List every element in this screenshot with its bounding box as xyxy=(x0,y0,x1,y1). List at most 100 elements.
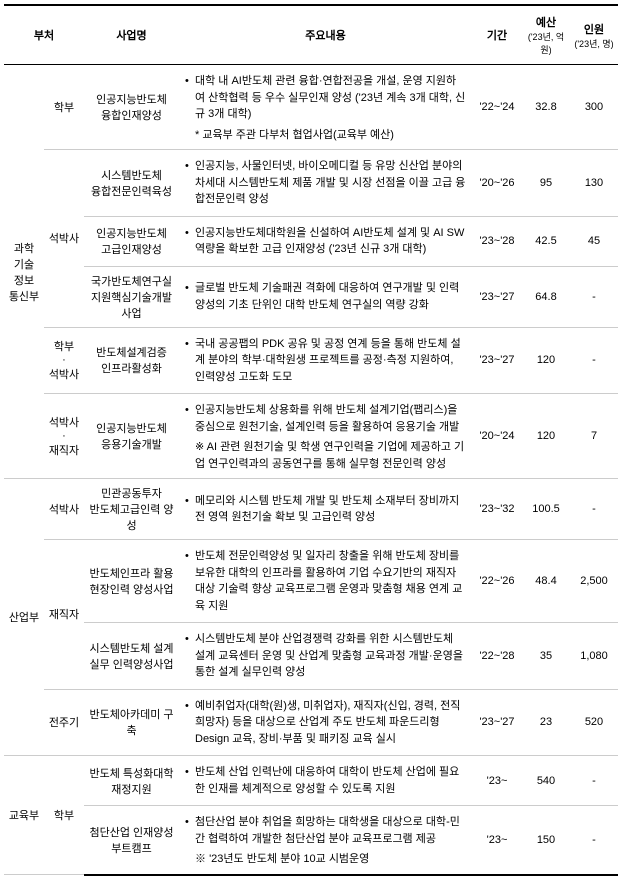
budget-cell: 540 xyxy=(522,756,570,806)
dept-cell: 과학기술정보통신부 xyxy=(4,65,44,479)
table-row: 재직자반도체인프라 활용현장인력 양성사업반도체 전문인력양성 및 일자리 창출… xyxy=(4,540,618,623)
budget-cell: 48.4 xyxy=(522,540,570,623)
budget-cell: 35 xyxy=(522,623,570,690)
people-cell: 7 xyxy=(570,394,618,479)
content-bullet: 반도체 전문인력양성 및 일자리 창출을 위해 반도체 장비를 보유한 대학의 … xyxy=(185,546,466,616)
program-name-cell: 민관공동투자반도체고급인력 양성 xyxy=(84,479,179,540)
budget-cell: 95 xyxy=(522,150,570,217)
level-cell: 학부 xyxy=(44,65,84,150)
people-cell: 2,500 xyxy=(570,540,618,623)
program-name-cell: 첨단산업 인재양성부트캠프 xyxy=(84,806,179,875)
program-name-cell: 인공지능반도체고급인재양성 xyxy=(84,216,179,266)
period-cell: '20~'26 xyxy=(472,150,522,217)
content-cell: 첨단산업 분야 취업을 희망하는 대학생을 대상으로 대학-민간 협력하여 개발… xyxy=(179,806,472,875)
period-cell: '22~'24 xyxy=(472,65,522,150)
content-cell: 인공지능반도체 상용화를 위해 반도체 설계기업(팹리스)을 중심으로 원천기술… xyxy=(179,394,472,479)
people-cell: 520 xyxy=(570,689,618,756)
period-cell: '23~'28 xyxy=(472,216,522,266)
content-cell: 대학 내 AI반도체 관련 융합·연합전공을 개설, 운영 지원하여 산학협력 … xyxy=(179,65,472,150)
period-cell: '22~'28 xyxy=(472,623,522,690)
people-cell: - xyxy=(570,266,618,327)
program-name-cell: 인공지능반도체융합인재양성 xyxy=(84,65,179,150)
program-name-cell: 반도체설계검증인프라활성화 xyxy=(84,327,179,394)
people-cell: 1,080 xyxy=(570,623,618,690)
budget-cell: 23 xyxy=(522,689,570,756)
content-cell: 국내 공공팹의 PDK 공유 및 공정 연계 등을 통해 반도체 설계 분야의 … xyxy=(179,327,472,394)
content-bullet: 반도체 산업 인력난에 대응하여 대학이 반도체 산업에 필요한 인재를 체계적… xyxy=(185,762,466,799)
people-cell: - xyxy=(570,806,618,875)
people-cell: - xyxy=(570,327,618,394)
dept-cell: 교육부 xyxy=(4,756,44,875)
level-cell: 전주기 xyxy=(44,689,84,756)
content-note: '23년도 반도체 분야 10교 시범운영 xyxy=(185,851,466,868)
period-cell: '23~'27 xyxy=(472,266,522,327)
table-row: 학부·석박사반도체설계검증인프라활성화국내 공공팹의 PDK 공유 및 공정 연… xyxy=(4,327,618,394)
table-row: 시스템반도체 설계실무 인력양성사업시스템반도체 분야 산업경쟁력 강화를 위한… xyxy=(4,623,618,690)
header-dept: 부처 xyxy=(4,5,84,65)
people-cell: 45 xyxy=(570,216,618,266)
people-cell: - xyxy=(570,756,618,806)
period-cell: '23~'27 xyxy=(472,327,522,394)
header-content: 주요내용 xyxy=(179,5,472,65)
level-cell: 석박사 xyxy=(44,150,84,328)
program-name-cell: 반도체인프라 활용현장인력 양성사업 xyxy=(84,540,179,623)
budget-cell: 150 xyxy=(522,806,570,875)
content-bullet: 인공지능, 사물인터넷, 바이오메디컬 등 유망 신산업 분야의 차세대 시스템… xyxy=(185,156,466,210)
program-name-cell: 시스템반도체융합전문인력육성 xyxy=(84,150,179,217)
content-cell: 반도체 전문인력양성 및 일자리 창출을 위해 반도체 장비를 보유한 대학의 … xyxy=(179,540,472,623)
people-cell: 300 xyxy=(570,65,618,150)
content-note: AI 관련 원천기술 및 학생 연구인력을 기업에 제공하고 기업 연구인력과의… xyxy=(185,439,466,472)
table-row: 전주기반도체아카데미 구축예비취업자(대학(원)생, 미취업자), 재직자(신입… xyxy=(4,689,618,756)
program-name-cell: 반도체 특성화대학재정지원 xyxy=(84,756,179,806)
header-people: 인원 ('23년, 명) xyxy=(570,5,618,65)
content-bullet: 첨단산업 분야 취업을 희망하는 대학생을 대상으로 대학-민간 협력하여 개발… xyxy=(185,812,466,849)
budget-cell: 64.8 xyxy=(522,266,570,327)
budget-cell: 120 xyxy=(522,394,570,479)
period-cell: '20~'24 xyxy=(472,394,522,479)
table-row: 과학기술정보통신부학부인공지능반도체융합인재양성대학 내 AI반도체 관련 융합… xyxy=(4,65,618,150)
table-row: 첨단산업 인재양성부트캠프첨단산업 분야 취업을 희망하는 대학생을 대상으로 … xyxy=(4,806,618,875)
content-cell: 반도체 산업 인력난에 대응하여 대학이 반도체 산업에 필요한 인재를 체계적… xyxy=(179,756,472,806)
content-bullet: 인공지능반도체대학원을 신설하여 AI반도체 설계 및 AI SW 역량을 확보… xyxy=(185,223,466,260)
period-cell: '23~'27 xyxy=(472,689,522,756)
content-cell: 예비취업자(대학(원)생, 미취업자), 재직자(신입, 경력, 전직희망자) … xyxy=(179,689,472,756)
content-bullet: 예비취업자(대학(원)생, 미취업자), 재직자(신입, 경력, 전직희망자) … xyxy=(185,696,466,750)
period-cell: '23~ xyxy=(472,806,522,875)
content-bullet: 인공지능반도체 상용화를 위해 반도체 설계기업(팹리스)을 중심으로 원천기술… xyxy=(185,400,466,437)
budget-cell: 42.5 xyxy=(522,216,570,266)
period-cell: '23~'32 xyxy=(472,479,522,540)
dept-cell: 산업부 xyxy=(4,479,44,756)
budget-cell: 120 xyxy=(522,327,570,394)
content-cell: 인공지능, 사물인터넷, 바이오메디컬 등 유망 신산업 분야의 차세대 시스템… xyxy=(179,150,472,217)
table-row: 교육부학부반도체 특성화대학재정지원반도체 산업 인력난에 대응하여 대학이 반… xyxy=(4,756,618,806)
content-bullet: 글로벌 반도체 기술패권 격화에 대응하여 연구개발 및 인력양성의 기초 단위… xyxy=(185,278,466,315)
content-bullet: 시스템반도체 분야 산업경쟁력 강화를 위한 시스템반도체 설계 교육센터 운영… xyxy=(185,629,466,683)
program-name-cell: 인공지능반도체응용기술개발 xyxy=(84,394,179,479)
content-bullet: 국내 공공팹의 PDK 공유 및 공정 연계 등을 통해 반도체 설계 분야의 … xyxy=(185,334,466,388)
period-cell: '23~ xyxy=(472,756,522,806)
programs-table: 부처 사업명 주요내용 기간 예산 ('23년, 억원) 인원 ('23년, 명… xyxy=(4,4,618,876)
header-name: 사업명 xyxy=(84,5,179,65)
table-row: 인공지능반도체고급인재양성인공지능반도체대학원을 신설하여 AI반도체 설계 및… xyxy=(4,216,618,266)
content-cell: 메모리와 시스템 반도체 개발 및 반도체 소재부터 장비까지 전 영역 원천기… xyxy=(179,479,472,540)
people-cell: 130 xyxy=(570,150,618,217)
budget-cell: 100.5 xyxy=(522,479,570,540)
content-bullet: 메모리와 시스템 반도체 개발 및 반도체 소재부터 장비까지 전 영역 원천기… xyxy=(185,491,466,528)
content-cell: 시스템반도체 분야 산업경쟁력 강화를 위한 시스템반도체 설계 교육센터 운영… xyxy=(179,623,472,690)
content-cell: 인공지능반도체대학원을 신설하여 AI반도체 설계 및 AI SW 역량을 확보… xyxy=(179,216,472,266)
budget-cell: 32.8 xyxy=(522,65,570,150)
period-cell: '22~'26 xyxy=(472,540,522,623)
content-note: 교육부 주관 다부처 협업사업(교육부 예산) xyxy=(185,127,466,144)
header-budget: 예산 ('23년, 억원) xyxy=(522,5,570,65)
table-row: 석박사시스템반도체융합전문인력육성인공지능, 사물인터넷, 바이오메디컬 등 유… xyxy=(4,150,618,217)
table-row: 국가반도체연구실지원핵심기술개발사업글로벌 반도체 기술패권 격화에 대응하여 … xyxy=(4,266,618,327)
content-bullet: 대학 내 AI반도체 관련 융합·연합전공을 개설, 운영 지원하여 산학협력 … xyxy=(185,71,466,125)
level-cell: 재직자 xyxy=(44,540,84,690)
people-cell: - xyxy=(570,479,618,540)
level-cell: 학부·석박사 xyxy=(44,327,84,394)
program-name-cell: 국가반도체연구실지원핵심기술개발사업 xyxy=(84,266,179,327)
level-cell: 학부 xyxy=(44,756,84,875)
header-period: 기간 xyxy=(472,5,522,65)
program-name-cell: 시스템반도체 설계실무 인력양성사업 xyxy=(84,623,179,690)
content-cell: 글로벌 반도체 기술패권 격화에 대응하여 연구개발 및 인력양성의 기초 단위… xyxy=(179,266,472,327)
